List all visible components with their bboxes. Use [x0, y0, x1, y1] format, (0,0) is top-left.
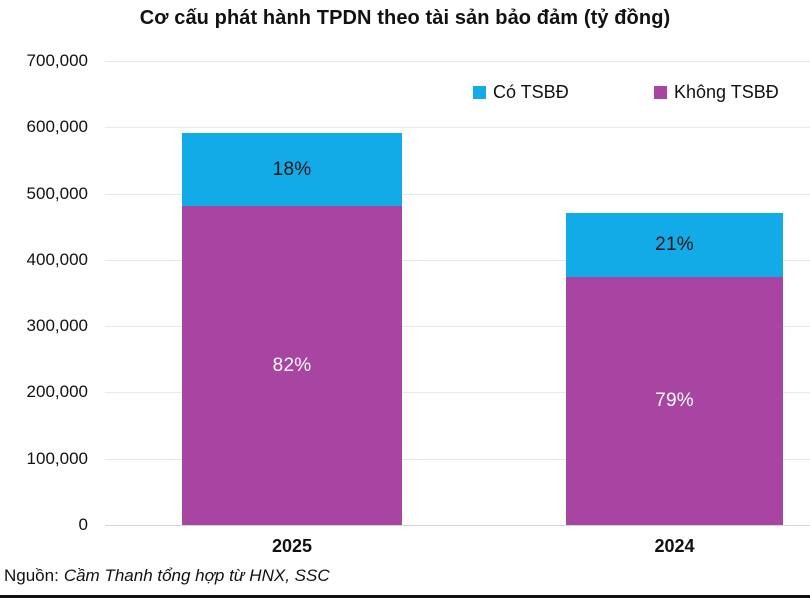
y-tick-label: 0	[78, 515, 88, 534]
legend-label: Có TSBĐ	[493, 82, 569, 102]
bar-segment-top	[182, 133, 402, 207]
y-tick-label: 400,000	[26, 249, 88, 269]
legend-label: Không TSBĐ	[674, 82, 779, 102]
gridline	[105, 392, 810, 394]
legend-swatch	[473, 86, 486, 99]
chart-title: Cơ cấu phát hành TPDN theo tài sản bảo đ…	[139, 7, 671, 29]
legend-swatch	[654, 86, 667, 99]
y-tick-label: 700,000	[26, 51, 88, 70]
gridline	[105, 525, 810, 526]
gridline	[105, 61, 810, 62]
bar-segment-bottom	[566, 277, 783, 525]
legend-item: Có TSBĐ	[473, 82, 569, 103]
segment-percent-label: 18%	[272, 158, 312, 180]
segment-percent-label: 21%	[655, 233, 694, 255]
segment-percent-label: 82%	[272, 354, 312, 376]
gridline	[105, 259, 810, 261]
bar-segment-top	[566, 212, 783, 278]
x-category-label: 2024	[654, 536, 695, 556]
gridline	[105, 127, 810, 129]
gridline	[105, 326, 810, 328]
legend-item: Không TSBĐ	[654, 82, 779, 103]
segment-percent-label: 79%	[655, 390, 694, 412]
y-tick-label: 600,000	[26, 117, 88, 137]
y-tick-label: 100,000	[26, 448, 88, 468]
source-text: Cầm Thanh tổng hợp từ HNX, SSC	[63, 566, 330, 585]
x-category-label: 2025	[271, 536, 313, 556]
source-note: Nguồn: Cầm Thanh tổng hợp từ HNX, SSC	[4, 566, 330, 586]
bar-segment-bottom	[182, 206, 402, 525]
y-tick-label: 200,000	[26, 382, 88, 402]
source-prefix: Nguồn:	[4, 566, 59, 585]
gridline	[105, 458, 810, 460]
y-tick-label: 300,000	[26, 316, 88, 336]
bottom-divider	[0, 595, 810, 598]
gridline	[105, 193, 810, 195]
y-tick-label: 500,000	[26, 183, 88, 203]
